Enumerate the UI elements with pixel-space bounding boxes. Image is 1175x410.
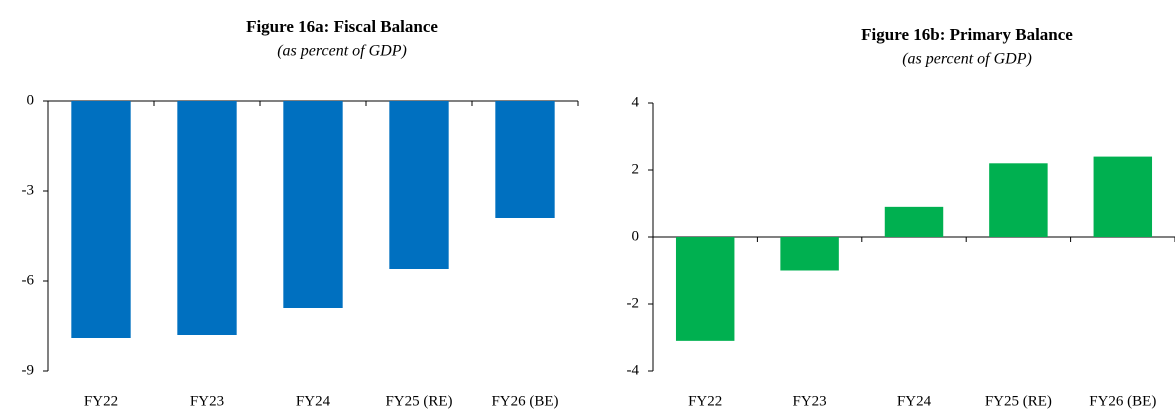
chart-title: Figure 16a: Fiscal Balance [246,17,438,36]
y-tick-label: 0 [27,92,35,108]
x-tick-label: FY24 [296,393,331,409]
x-tick-label: FY22 [84,393,118,409]
y-tick-label: -6 [22,272,35,288]
chart-title: Figure 16b: Primary Balance [861,25,1073,44]
x-tick-label: FY23 [793,393,827,409]
bar [675,237,735,341]
y-tick-label: 2 [632,161,640,177]
bar [884,206,944,237]
x-tick-label: FY26 (BE) [491,393,558,409]
x-tick-label: FY25 (RE) [985,393,1052,409]
x-tick-label: FY22 [688,393,722,409]
bar [389,101,449,269]
bar [283,101,343,308]
y-tick-label: -9 [22,362,35,378]
chart-subtitle: (as percent of GDP) [902,51,1032,68]
x-tick-label: FY25 (RE) [385,393,452,409]
bar [780,237,839,271]
x-tick-label: FY23 [190,393,224,409]
y-tick-label: 0 [632,228,640,244]
x-tick-label: FY26 (BE) [1089,393,1156,409]
y-tick-label: -3 [22,182,35,198]
bar [177,101,237,335]
y-tick-label: -4 [627,362,640,378]
x-tick-label: FY24 [897,393,932,409]
bar [495,101,555,218]
bar [989,163,1048,237]
chart-subtitle: (as percent of GDP) [277,43,407,60]
y-tick-label: 4 [632,94,640,110]
bar [71,101,131,338]
y-tick-label: -2 [627,295,640,311]
bar [1093,156,1153,237]
